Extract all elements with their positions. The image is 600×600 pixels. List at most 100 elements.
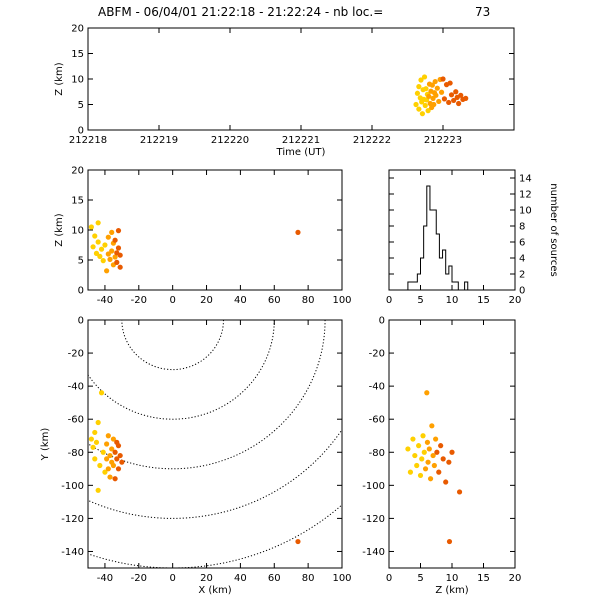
x-tick-label: 5 (417, 295, 423, 306)
x-tick-label: -40 (97, 295, 113, 306)
source-point (429, 82, 435, 88)
source-point (115, 245, 122, 251)
source-point (429, 423, 435, 429)
source-point (90, 444, 96, 450)
figure-title: ABFM - 06/04/01 21:22:18 - 21:22:24 - nb… (98, 5, 383, 19)
plot-frame (87, 169, 343, 291)
source-point (433, 92, 439, 98)
x-tick-label: 212223 (424, 135, 462, 146)
source-point (112, 254, 118, 260)
source-point (117, 264, 123, 270)
x-tick-label: 212219 (140, 135, 178, 146)
source-point (438, 443, 444, 449)
source-point (426, 446, 432, 452)
source-point (412, 452, 418, 459)
plot-frame (87, 27, 515, 131)
x-tick-label: 20 (509, 295, 522, 306)
y-tick-label: 8 (519, 222, 525, 233)
y-tick-label: -60 (369, 415, 385, 426)
x-tick-label: 10 (446, 573, 459, 584)
y-tick-label: 0 (78, 126, 84, 137)
source-point (446, 99, 452, 106)
source-point (109, 248, 115, 254)
y-axis-label: Z (km) (54, 62, 65, 95)
y-tick-label: 5 (78, 256, 84, 267)
y-tick-label: -40 (68, 382, 84, 393)
source-point (95, 220, 101, 226)
x-tick-label: 212220 (211, 135, 249, 146)
y-tick-label: 15 (71, 49, 84, 60)
source-point (424, 390, 430, 396)
source-point (104, 456, 110, 462)
source-point (109, 229, 115, 235)
source-point (107, 474, 113, 480)
y-tick-label: 0 (78, 316, 84, 327)
y-tick-label: -140 (61, 547, 84, 558)
source-point (422, 466, 429, 472)
source-point (95, 487, 101, 493)
source-point (110, 436, 116, 442)
x-tick-label: 60 (268, 573, 281, 584)
x-axis-label: Z (km) (435, 585, 468, 596)
y-tick-label: 0 (519, 286, 525, 297)
source-point (436, 98, 442, 105)
source-point (105, 466, 111, 472)
source-point (295, 229, 301, 235)
y-tick-label: 2 (519, 270, 525, 281)
y-tick-label: 20 (71, 24, 84, 35)
source-point (449, 449, 455, 455)
y-tick-label: 6 (519, 238, 525, 249)
source-point (418, 77, 424, 83)
x-tick-label: 15 (477, 295, 490, 306)
x-tick-label: 10 (446, 295, 459, 306)
y-tick-label: -120 (61, 514, 84, 525)
source-point (443, 479, 449, 485)
x-tick-label: 0 (386, 295, 392, 306)
x-tick-label: -20 (131, 295, 147, 306)
y-tick-label: -100 (61, 481, 84, 492)
x-tick-label: -40 (97, 573, 113, 584)
source-point (114, 259, 120, 265)
y-axis-label: number of sources (548, 183, 559, 276)
source-point (100, 258, 106, 264)
source-point (456, 100, 462, 107)
source-point (115, 443, 122, 449)
source-point (414, 462, 420, 469)
source-point (95, 419, 101, 426)
source-point (419, 456, 425, 462)
source-point (112, 237, 118, 243)
range-contours (88, 320, 342, 568)
source-point (417, 472, 424, 479)
y-tick-label: -100 (362, 481, 385, 492)
source-point (88, 224, 94, 230)
source-point (115, 228, 122, 234)
source-point (448, 92, 455, 98)
source-point (107, 452, 113, 459)
y-tick-label: -80 (369, 448, 385, 459)
y-tick-label: 0 (78, 286, 84, 297)
source-point (407, 469, 414, 475)
source-point (424, 439, 431, 445)
source-point (93, 439, 100, 445)
source-point (92, 456, 98, 462)
source-point (119, 459, 125, 465)
source-point (438, 89, 445, 95)
source-point (105, 234, 111, 240)
panel-x-y: -40 -20 0 20 40 60 80 100 -140 -120 -100 -80 -60 -40 -… (40, 316, 352, 597)
source-point (90, 244, 96, 250)
plot-frame (87, 319, 343, 569)
source-point (93, 250, 100, 256)
source-point (115, 466, 122, 472)
source-point (98, 246, 105, 252)
x-tick-label: 212222 (353, 135, 391, 146)
source-point (447, 80, 453, 86)
x-tick-label: 0 (386, 573, 392, 584)
source-point (425, 459, 431, 465)
source-point (97, 462, 103, 469)
source-point (419, 111, 426, 117)
source-point (416, 106, 422, 112)
x-tick-label: 0 (169, 295, 175, 306)
source-point (110, 462, 116, 469)
source-point (295, 538, 301, 545)
